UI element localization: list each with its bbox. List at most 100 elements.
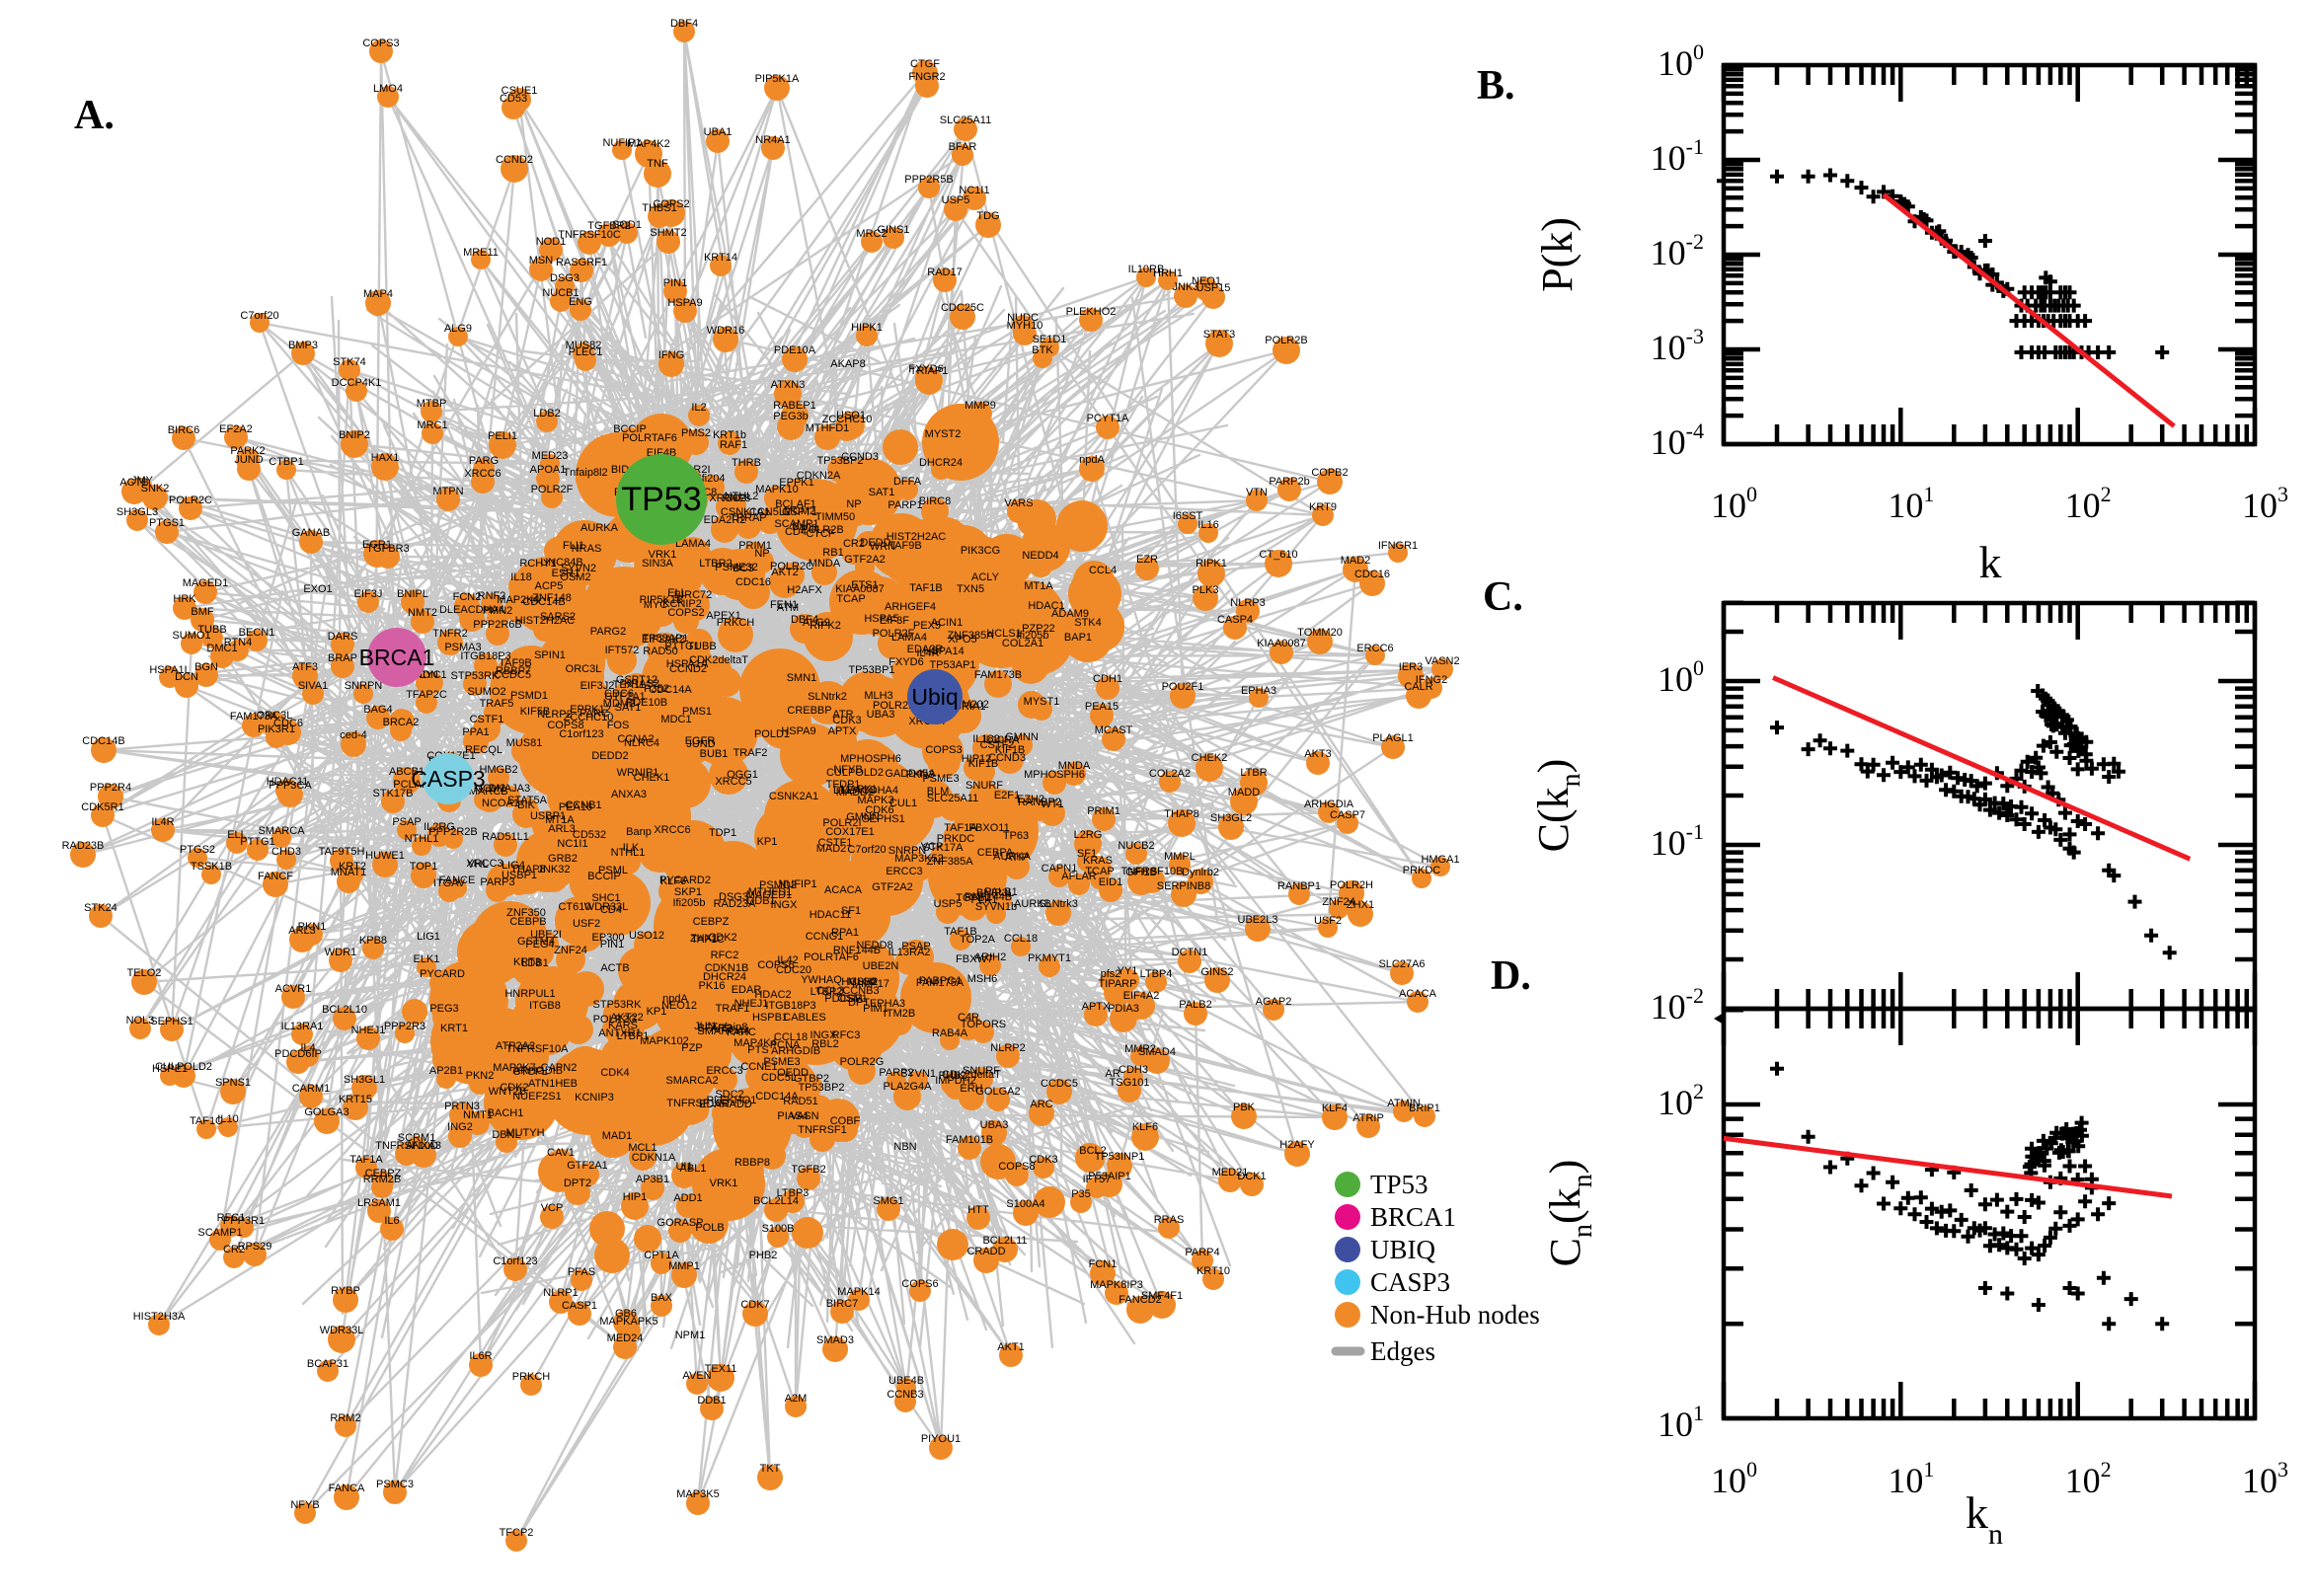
svg-text:HTT: HTT <box>967 1204 989 1216</box>
svg-text:MED23: MED23 <box>532 450 569 462</box>
svg-text:TAF1B: TAF1B <box>909 582 942 594</box>
svg-text:CDKN1B: CDKN1B <box>705 962 749 974</box>
svg-text:PELI1: PELI1 <box>488 430 517 442</box>
svg-text:TFCP2: TFCP2 <box>500 1527 534 1539</box>
svg-text:EZR: EZR <box>1136 554 1158 566</box>
svg-text:MMP9: MMP9 <box>965 400 996 412</box>
svg-text:NUCB2: NUCB2 <box>1118 840 1154 852</box>
svg-text:WRNIP1: WRNIP1 <box>617 767 659 779</box>
svg-text:AP2B1: AP2B1 <box>429 1065 463 1077</box>
svg-text:PARG2: PARG2 <box>590 626 626 638</box>
svg-text:PDCD6IP: PDCD6IP <box>274 1048 322 1060</box>
svg-text:WDR1: WDR1 <box>325 947 356 958</box>
svg-text:BTK: BTK <box>1032 344 1053 356</box>
svg-text:SMN1: SMN1 <box>787 672 817 684</box>
svg-text:EGFR: EGFR <box>685 735 716 747</box>
svg-text:Ifi205b: Ifi205b <box>672 897 705 909</box>
svg-text:BAX: BAX <box>651 1292 673 1304</box>
svg-text:KARS: KARS <box>608 1020 638 1031</box>
svg-text:AGAP2: AGAP2 <box>1256 996 1292 1008</box>
svg-text:USF2: USF2 <box>1314 915 1342 927</box>
svg-text:CHD3: CHD3 <box>271 846 301 858</box>
svg-text:TFAP2C: TFAP2C <box>406 689 447 701</box>
svg-text:POLR2C: POLR2C <box>770 561 813 572</box>
svg-text:IL4R: IL4R <box>151 816 174 828</box>
svg-text:CCND3: CCND3 <box>841 451 879 463</box>
svg-text:ALG9: ALG9 <box>444 323 472 335</box>
svg-text:PIK3CG: PIK3CG <box>961 545 1000 557</box>
svg-text:ARC: ARC <box>1030 1099 1052 1110</box>
svg-text:CCDC5: CCDC5 <box>1041 1078 1078 1090</box>
svg-text:TIPARP: TIPARP <box>1099 978 1137 990</box>
svg-text:ced-4: ced-4 <box>340 729 367 741</box>
svg-text:IL182: IL182 <box>972 733 1000 745</box>
svg-text:LTBP4: LTBP4 <box>1140 968 1173 980</box>
svg-text:PEG3b: PEG3b <box>773 411 808 422</box>
svg-text:IFNGR1: IFNGR1 <box>1378 540 1418 552</box>
svg-text:MNDA: MNDA <box>1058 760 1091 772</box>
svg-text:TGFBR3: TGFBR3 <box>366 543 409 555</box>
svg-text:ACACA: ACACA <box>824 884 863 896</box>
svg-text:GB6: GB6 <box>615 1308 637 1320</box>
svg-text:XRCC6: XRCC6 <box>654 824 690 836</box>
svg-text:CDC20: CDC20 <box>776 964 811 976</box>
svg-text:STP53RK: STP53RK <box>593 999 643 1011</box>
svg-text:TNFRSF10A: TNFRSF10A <box>506 1043 570 1055</box>
svg-text:PDE10A: PDE10A <box>774 344 816 356</box>
svg-text:LTBP3: LTBP3 <box>777 1187 810 1199</box>
svg-text:C7orf20: C7orf20 <box>240 310 278 322</box>
svg-text:KRT3: KRT3 <box>513 956 541 968</box>
svg-text:SPNS1: SPNS1 <box>215 1077 251 1089</box>
svg-text:NEDD4: NEDD4 <box>1022 550 1058 562</box>
svg-text:VRK1: VRK1 <box>710 1178 738 1189</box>
svg-text:FAM173A: FAM173A <box>230 711 278 722</box>
svg-text:TP53: TP53 <box>621 481 701 518</box>
svg-text:GINS2: GINS2 <box>1200 966 1233 978</box>
svg-text:RAD51: RAD51 <box>783 1096 817 1107</box>
svg-text:TNFRSF10C: TNFRSF10C <box>666 1098 730 1109</box>
svg-text:DHCR24: DHCR24 <box>919 457 963 469</box>
svg-text:ATF3: ATF3 <box>292 661 318 673</box>
svg-text:KRT2: KRT2 <box>339 861 366 873</box>
svg-text:MED24: MED24 <box>607 1332 644 1344</box>
svg-text:L2RG: L2RG <box>1074 829 1103 841</box>
svg-text:LTBP2: LTBP2 <box>811 986 843 998</box>
svg-text:COL2A1: COL2A1 <box>1002 638 1043 649</box>
svg-text:NCOA1: NCOA1 <box>482 798 519 809</box>
svg-text:CTCFL: CTCFL <box>512 1066 547 1078</box>
svg-text:AKT1: AKT1 <box>997 1341 1025 1353</box>
svg-text:RAD23B: RAD23B <box>62 840 105 852</box>
svg-text:SLNtrk2: SLNtrk2 <box>808 691 847 703</box>
svg-text:PZP22: PZP22 <box>1022 623 1055 635</box>
svg-text:PSAP: PSAP <box>392 816 421 828</box>
svg-text:XPO5: XPO5 <box>948 634 976 646</box>
svg-text:HNRPUL1: HNRPUL1 <box>504 988 555 1000</box>
svg-text:BRAP: BRAP <box>328 652 357 664</box>
svg-text:BCL2L10: BCL2L10 <box>322 1004 367 1016</box>
svg-text:GTF2A2: GTF2A2 <box>872 881 913 893</box>
svg-text:FANCF: FANCF <box>258 871 293 882</box>
svg-text:PSMA3: PSMA3 <box>444 642 481 653</box>
svg-text:THBS1: THBS1 <box>642 202 676 214</box>
svg-text:CD4: CD4 <box>600 904 622 916</box>
svg-text:NMT2: NMT2 <box>408 607 437 619</box>
svg-text:CEBPB: CEBPB <box>509 916 546 928</box>
svg-text:TNF: TNF <box>647 158 668 170</box>
svg-text:GRB2: GRB2 <box>548 853 578 865</box>
svg-text:STK74: STK74 <box>333 356 366 368</box>
svg-text:PIYOU1: PIYOU1 <box>921 1433 961 1445</box>
svg-text:IL10: IL10 <box>217 1113 238 1125</box>
svg-text:BRIP1: BRIP1 <box>1409 1102 1440 1114</box>
svg-text:ITGB8: ITGB8 <box>529 1000 561 1012</box>
svg-text:POLR2F: POLR2F <box>873 628 915 640</box>
svg-text:EIF3J: EIF3J <box>354 588 383 600</box>
svg-text:H2AFX: H2AFX <box>787 584 822 596</box>
svg-text:LMO4: LMO4 <box>373 83 403 95</box>
svg-text:UBE2L3: UBE2L3 <box>1238 914 1278 926</box>
svg-text:npdA: npdA <box>662 993 688 1005</box>
svg-text:NFYB: NFYB <box>290 1499 319 1511</box>
svg-text:TP53: TP53 <box>1370 1170 1428 1199</box>
svg-text:SPIN1: SPIN1 <box>534 649 566 661</box>
svg-text:MUS81: MUS81 <box>506 737 543 749</box>
svg-text:MLH3: MLH3 <box>864 690 892 702</box>
